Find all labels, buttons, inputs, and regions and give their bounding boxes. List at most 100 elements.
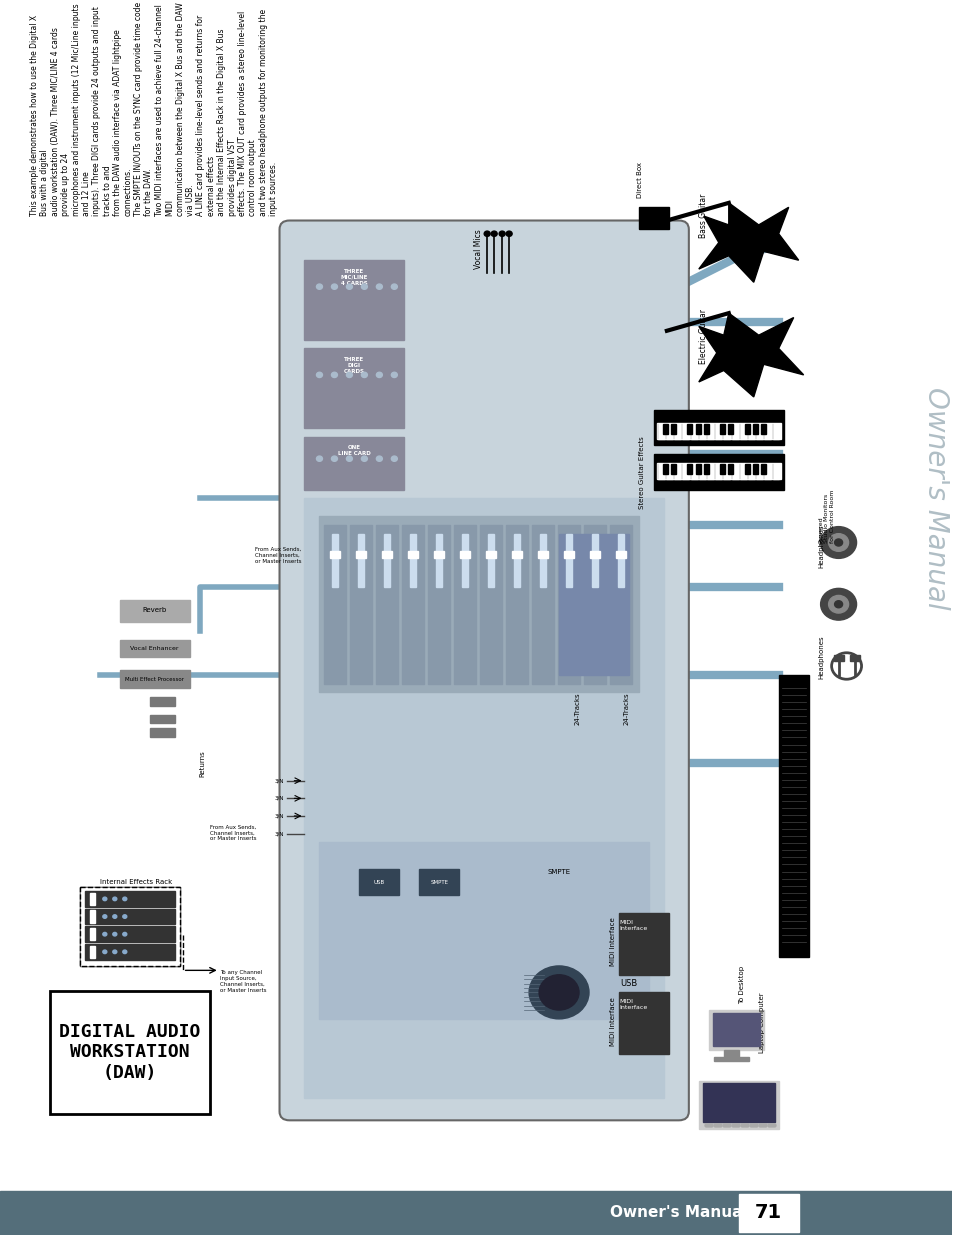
Bar [740,1124,747,1126]
Bar [376,525,398,684]
Text: Laptop Computer: Laptop Computer [758,993,764,1053]
Circle shape [123,897,127,900]
Bar [356,551,366,558]
Bar [767,1124,774,1126]
Text: Returns: Returns [199,750,206,777]
Bar [358,534,364,587]
Text: Bass Guitar: Bass Guitar [699,194,707,238]
Bar [763,425,770,440]
Bar [658,425,664,440]
Bar [384,534,390,587]
Bar [563,551,574,558]
Circle shape [103,950,107,953]
Circle shape [316,284,322,289]
Text: Headphones: Headphones [818,635,823,679]
Bar [731,464,738,479]
Bar [772,425,779,440]
Bar [727,425,733,433]
Bar [712,1013,759,1046]
Bar [722,1124,729,1126]
Bar [359,869,399,895]
Text: Owner's Manual: Owner's Manual [922,387,949,610]
Bar [760,425,765,433]
Circle shape [103,915,107,919]
Circle shape [346,456,352,462]
Text: MIDI
Interface: MIDI Interface [618,999,646,1010]
Circle shape [529,966,588,1019]
Bar [454,525,476,684]
Bar [658,464,664,479]
Bar [731,1124,738,1126]
Bar [713,1057,748,1061]
Text: Digital I/O for Workstation: Digital I/O for Workstation [788,679,794,769]
Bar [662,425,667,433]
Circle shape [123,915,127,919]
Circle shape [834,600,841,608]
Text: USB: USB [619,979,637,988]
Circle shape [391,456,396,462]
Bar [706,425,713,440]
Bar [80,887,179,966]
Text: Vocal Enhancer: Vocal Enhancer [131,646,179,651]
Text: Stereo Guitar Effects: Stereo Guitar Effects [639,437,644,509]
Bar [304,348,404,427]
Bar [704,1124,711,1126]
Bar [324,525,346,684]
Bar [744,425,749,433]
Bar [434,551,444,558]
Text: Owner's Manual: Owner's Manual [609,1205,747,1220]
Bar [639,207,668,230]
Bar [657,463,780,479]
Bar [514,534,519,587]
Circle shape [820,526,856,558]
FancyBboxPatch shape [279,221,688,1120]
Bar [332,534,338,587]
Circle shape [376,372,382,378]
Bar [760,464,765,474]
Circle shape [346,372,352,378]
Bar [758,1124,765,1126]
Text: To Desktop: To Desktop [738,966,744,1004]
Text: THREE
MIC/LINE
4 CARDS: THREE MIC/LINE 4 CARDS [340,269,368,285]
Text: Reverb: Reverb [142,608,167,614]
Bar [665,425,673,440]
Bar [690,425,697,440]
Text: Internal Effects Rack: Internal Effects Rack [100,879,172,884]
Text: SMPTE: SMPTE [547,869,570,874]
Bar [90,893,94,905]
Bar [833,656,842,661]
Bar [319,842,648,1019]
Circle shape [112,950,116,953]
Bar [758,1124,765,1126]
Bar [670,464,676,474]
Bar [304,261,404,340]
Text: Headphones: Headphones [818,525,823,568]
Text: 24-Tracks: 24-Tracks [574,693,579,725]
Bar [747,464,754,479]
Circle shape [103,897,107,900]
Bar [756,464,762,479]
Bar [50,990,210,1114]
Bar [722,425,730,440]
Text: Direct Box: Direct Box [637,163,642,199]
Bar [479,525,501,684]
Bar [532,525,554,684]
Circle shape [112,932,116,936]
Bar [120,671,190,688]
Circle shape [391,284,396,289]
Bar [687,464,692,474]
Bar [402,525,424,684]
Bar [744,464,749,474]
Circle shape [112,897,116,900]
Bar [319,516,639,693]
Bar [120,640,190,657]
Text: USB: USB [374,879,384,884]
Bar [752,425,757,433]
Circle shape [331,284,337,289]
Circle shape [123,932,127,936]
Bar [80,887,179,966]
Bar [539,534,545,587]
Bar [722,1124,729,1126]
Bar [330,551,340,558]
Bar [758,1124,765,1126]
